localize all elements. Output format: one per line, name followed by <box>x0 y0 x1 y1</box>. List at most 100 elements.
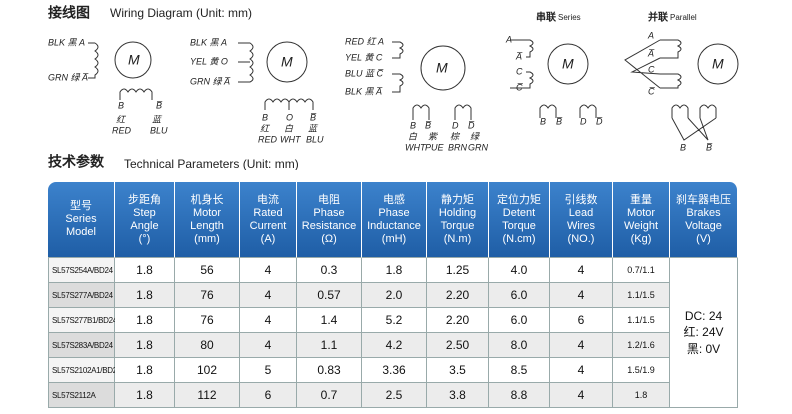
section-title: 接线图 <box>48 5 90 21</box>
data-cell: SL57S277A/BD24 <box>48 283 115 308</box>
cell-text: Rated <box>253 206 283 219</box>
label: C <box>516 66 523 76</box>
label: GRN <box>468 142 489 152</box>
cell-text: 1.8 <box>136 338 153 352</box>
cell-text: Angle <box>130 219 159 232</box>
data-cell: SL57S283A/BD24 <box>48 333 115 358</box>
cell-text: 0.7/1.1 <box>627 265 655 275</box>
cell-text: 电阻 <box>318 193 340 206</box>
label: O <box>286 112 293 122</box>
cell-text: Weight <box>623 219 659 232</box>
cell-text: 0.83 <box>317 363 341 377</box>
data-cell: 6.0 <box>489 308 550 333</box>
label: C̅ <box>648 86 655 96</box>
cell-text: 定位力矩 <box>497 193 541 206</box>
cell-text: 2.0 <box>385 288 403 302</box>
data-cell: 76 <box>175 283 240 308</box>
cell-text: 1.8 <box>136 313 153 327</box>
cell-text: Motor <box>192 206 222 219</box>
cell-text: Brakes <box>686 206 721 219</box>
label: WHT <box>280 134 302 144</box>
data-cell: 1.2/1.6 <box>613 333 670 358</box>
label: B <box>262 112 268 122</box>
data-cell: 6.0 <box>489 283 550 308</box>
cell-text: 引线数 <box>564 193 598 206</box>
cell-text: Phase <box>313 206 345 219</box>
label: M <box>712 56 724 72</box>
label: D̅ <box>468 120 475 130</box>
cell-text: 6 <box>264 388 272 402</box>
cell-text: 1.8 <box>136 288 153 302</box>
cell-text: 3.8 <box>449 388 466 402</box>
data-cell: 56 <box>175 258 240 283</box>
cell-text: (NO.) <box>567 232 595 245</box>
data-cell: 8.0 <box>489 333 550 358</box>
section-subtitle: Technical Parameters (Unit: mm) <box>124 157 299 170</box>
cell-text: 电流 <box>257 193 279 206</box>
cell-text: 4 <box>577 288 585 302</box>
cell-text: Resistance <box>301 219 357 232</box>
header-cell: 电阻 Phase Resistance (Ω) <box>297 182 362 258</box>
label: 红 <box>260 123 271 133</box>
cell-text: 2.20 <box>445 288 470 302</box>
header-cell: 定位力矩 Detent Torque (N.cm) <box>489 182 550 258</box>
cell-text: Holding <box>438 206 477 219</box>
label: YEL 黄 O <box>190 56 228 66</box>
cell-text: DC: 24 <box>684 308 723 323</box>
label: BLU <box>306 134 324 144</box>
label: BLU <box>150 125 168 135</box>
cell-text: Detent <box>502 206 536 219</box>
label: A̅ <box>647 48 655 58</box>
cell-text: Current <box>249 219 287 232</box>
data-cell: 4 <box>550 283 613 308</box>
label: A <box>647 30 654 40</box>
cell-text: Length <box>190 219 224 232</box>
data-cell: 4 <box>550 383 613 408</box>
data-cell: 8.8 <box>489 383 550 408</box>
data-cell: 2.20 <box>427 283 489 308</box>
label: B̅ <box>156 100 163 110</box>
data-cell: 1.8 <box>115 283 175 308</box>
label: RED <box>112 125 132 135</box>
cell-text: (mH) <box>381 232 407 245</box>
data-cell: 1.4 <box>297 308 362 333</box>
cell-text: 1.8 <box>136 363 153 377</box>
label: 白 <box>284 123 294 133</box>
cell-text: 80 <box>200 338 214 352</box>
cell-text: 4 <box>577 263 585 277</box>
data-cell: 76 <box>175 308 240 333</box>
cell-text: 8.0 <box>510 338 528 352</box>
data-cell: 4 <box>240 283 297 308</box>
header-cell: 引线数 Lead Wires (NO.) <box>550 182 613 258</box>
label: PUE <box>425 142 445 152</box>
data-cell: SL57S254A/BD24 <box>48 258 115 283</box>
label: RED <box>258 134 278 144</box>
diagram: 串联 Series A A̅ C C̅ M B B̅ D D̅ <box>505 11 603 127</box>
cell-text: 0.57 <box>317 288 341 302</box>
cell-text: 4 <box>577 338 585 352</box>
data-cell: 3.8 <box>427 383 489 408</box>
cell-text: 1.25 <box>445 263 470 277</box>
cell-text: 102 <box>196 363 218 377</box>
cell-text: Model <box>66 226 96 238</box>
cell-text: 4 <box>264 338 272 352</box>
label: C̅ <box>516 82 523 92</box>
label: RED 红 A <box>345 36 384 46</box>
label: 白 <box>408 131 418 141</box>
data-cell: 4 <box>240 308 297 333</box>
data-cell: SL57S2102A1/BD24 <box>48 358 121 383</box>
cell-text: Series <box>65 213 97 225</box>
label: A̅ <box>515 51 523 61</box>
data-cell: 3.5 <box>427 358 489 383</box>
cell-text: 4.0 <box>510 263 528 277</box>
cell-text: 1.2/1.6 <box>627 340 655 350</box>
cell-text: Step <box>133 206 156 219</box>
data-cell: 80 <box>175 333 240 358</box>
cell-text: 2.50 <box>445 338 470 352</box>
cell-text: 1.8 <box>634 390 648 400</box>
cell-text: 2.20 <box>445 313 470 327</box>
data-cell: SL57S277B1/BD24 <box>48 308 117 333</box>
cell-text: SL57S277B1/BD24 <box>52 315 117 325</box>
data-cell: 6 <box>240 383 297 408</box>
label: B <box>680 142 686 152</box>
